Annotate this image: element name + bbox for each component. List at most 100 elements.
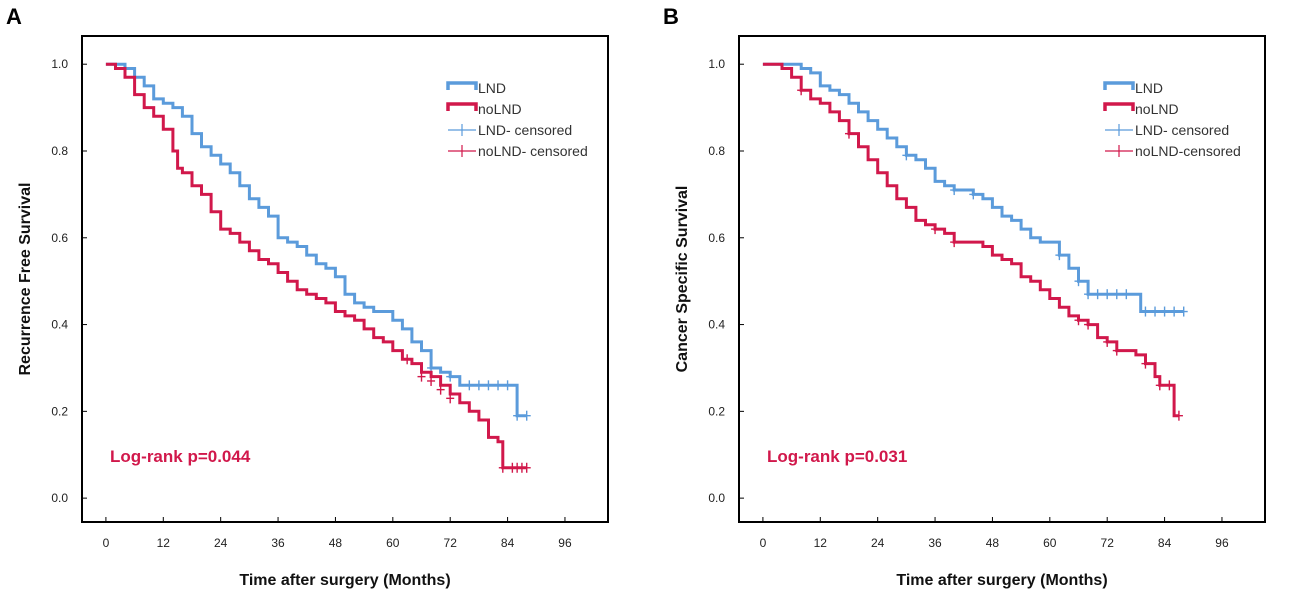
km-chart-recurrence-free-survival: A 0.0 0.2 0.4 0.6 0.8 1.0 0 12 24 36 48 60 72 84 96 Time… <box>6 4 609 589</box>
legend-entry: LND- censored <box>1105 122 1229 138</box>
x-tick-label: 72 <box>1101 536 1115 550</box>
y-tick-label: 1.0 <box>708 57 725 71</box>
censor-mark-nolnd <box>844 128 853 139</box>
y-tick-label: 0.4 <box>51 318 68 332</box>
censor-mark-lnd <box>1103 289 1112 300</box>
censor-mark-lnd <box>446 371 455 382</box>
series-line-nolnd <box>105 62 527 470</box>
censor-mark-nolnd <box>427 375 436 386</box>
censor-mark-lnd <box>484 380 493 391</box>
legend-entry: noLND- censored <box>448 143 588 159</box>
x-tick-label: 24 <box>871 536 885 550</box>
series-line-nolnd <box>762 62 1179 418</box>
x-tick-label: 48 <box>329 536 343 550</box>
censor-mark-lnd <box>1084 289 1093 300</box>
y-tick-label: 0.2 <box>51 404 68 418</box>
x-tick-label: 0 <box>103 536 110 550</box>
y-axis-title: Recurrence Free Survival <box>17 183 34 376</box>
censor-mark-lnd <box>1170 306 1179 317</box>
x-tick-label: 36 <box>928 536 942 550</box>
legend-swatch-line <box>1103 102 1135 111</box>
log-rank-p-value: Log-rank p=0.044 <box>110 447 251 466</box>
legend-swatch-line <box>1103 81 1135 90</box>
censor-mark-nolnd <box>797 85 806 96</box>
censor-mark-nolnd <box>403 354 412 365</box>
x-tick-label: 0 <box>760 536 767 550</box>
legend-label: noLND- censored <box>478 143 588 159</box>
legend-entry: noLND <box>1103 101 1179 117</box>
x-tick-label: 60 <box>386 536 400 550</box>
censor-mark-nolnd <box>498 462 507 473</box>
panel-b: B 0.0 0.2 0.4 0.6 0.8 1.0 0 12 24 36 48 60 72 84 96 Time… <box>657 0 1314 592</box>
legend-label: LND <box>478 80 506 96</box>
panel-letter: A <box>6 4 22 29</box>
x-axis-title: Time after surgery (Months) <box>896 572 1107 589</box>
log-rank-p-value: Log-rank p=0.031 <box>767 447 907 466</box>
censor-mark-lnd <box>494 380 503 391</box>
censor-mark-nolnd <box>1174 410 1183 421</box>
x-tick-label: 96 <box>558 536 572 550</box>
y-tick-label: 0.0 <box>708 491 725 505</box>
censor-mark-nolnd <box>522 462 531 473</box>
censor-mark-nolnd <box>1074 315 1083 326</box>
km-chart-cancer-specific-survival: B 0.0 0.2 0.4 0.6 0.8 1.0 0 12 24 36 48 60 72 84 96 Time… <box>663 4 1266 589</box>
censor-mark-nolnd <box>1141 358 1150 369</box>
x-axis-title: Time after surgery (Months) <box>239 572 450 589</box>
censor-mark-lnd <box>522 410 531 421</box>
panel-letter: B <box>663 4 679 29</box>
y-tick-label: 0.2 <box>708 404 725 418</box>
censor-mark-lnd <box>950 185 959 196</box>
censor-mark-lnd <box>1055 250 1064 261</box>
legend-label: noLND-censored <box>1135 143 1241 159</box>
censor-mark-lnd <box>1074 276 1083 287</box>
censor-mark-nolnd <box>950 237 959 248</box>
legend-entry: LND <box>446 80 506 96</box>
x-tick-label: 72 <box>444 536 458 550</box>
y-tick-label: 0.0 <box>51 491 68 505</box>
legend-label: noLND <box>1135 101 1179 117</box>
y-axis-title: Cancer Specific Survival <box>674 186 691 373</box>
censor-mark-lnd <box>513 410 522 421</box>
y-tick-label: 0.8 <box>51 144 68 158</box>
x-tick-label: 12 <box>814 536 828 550</box>
censor-mark-lnd <box>1179 306 1188 317</box>
x-tick-label: 48 <box>986 536 1000 550</box>
censor-mark-lnd <box>969 189 978 200</box>
legend-label: LND <box>1135 80 1163 96</box>
legend-swatch-line <box>446 102 478 111</box>
plot-frame <box>738 35 1266 523</box>
x-tick-label: 84 <box>1158 536 1172 550</box>
censor-mark-nolnd <box>446 393 455 404</box>
censor-mark-lnd <box>902 150 911 161</box>
x-tick-label: 96 <box>1215 536 1229 550</box>
y-tick-label: 1.0 <box>51 57 68 71</box>
censor-mark-lnd <box>1151 306 1160 317</box>
panel-a: A 0.0 0.2 0.4 0.6 0.8 1.0 0 12 24 36 48 60 72 84 96 Time… <box>6 4 609 589</box>
censor-mark-lnd <box>503 380 512 391</box>
y-tick-label: 0.4 <box>708 318 725 332</box>
censor-mark-lnd <box>465 380 474 391</box>
y-tick-label: 0.6 <box>708 231 725 245</box>
censor-mark-nolnd <box>417 371 426 382</box>
legend-swatch-line <box>446 81 478 90</box>
censor-mark-lnd <box>1093 289 1102 300</box>
censor-mark-lnd <box>1112 289 1121 300</box>
x-tick-label: 24 <box>214 536 228 550</box>
x-tick-label: 12 <box>157 536 171 550</box>
censor-mark-lnd <box>1160 306 1169 317</box>
y-tick-label: 0.8 <box>708 144 725 158</box>
censor-mark-nolnd <box>1112 345 1121 356</box>
censor-mark-lnd <box>474 380 483 391</box>
x-tick-label: 84 <box>501 536 515 550</box>
x-tick-label: 60 <box>1043 536 1057 550</box>
censor-mark-nolnd <box>931 224 940 235</box>
legend-entry: noLND-censored <box>1105 143 1241 159</box>
censor-mark-nolnd <box>436 384 445 395</box>
censor-mark-lnd <box>1122 289 1131 300</box>
y-tick-label: 0.6 <box>51 231 68 245</box>
censor-mark-nolnd <box>1103 336 1112 347</box>
legend-entry: LND- censored <box>448 122 572 138</box>
legend-label: LND- censored <box>1135 122 1229 138</box>
x-tick-label: 36 <box>271 536 285 550</box>
series-line-lnd <box>105 62 527 418</box>
